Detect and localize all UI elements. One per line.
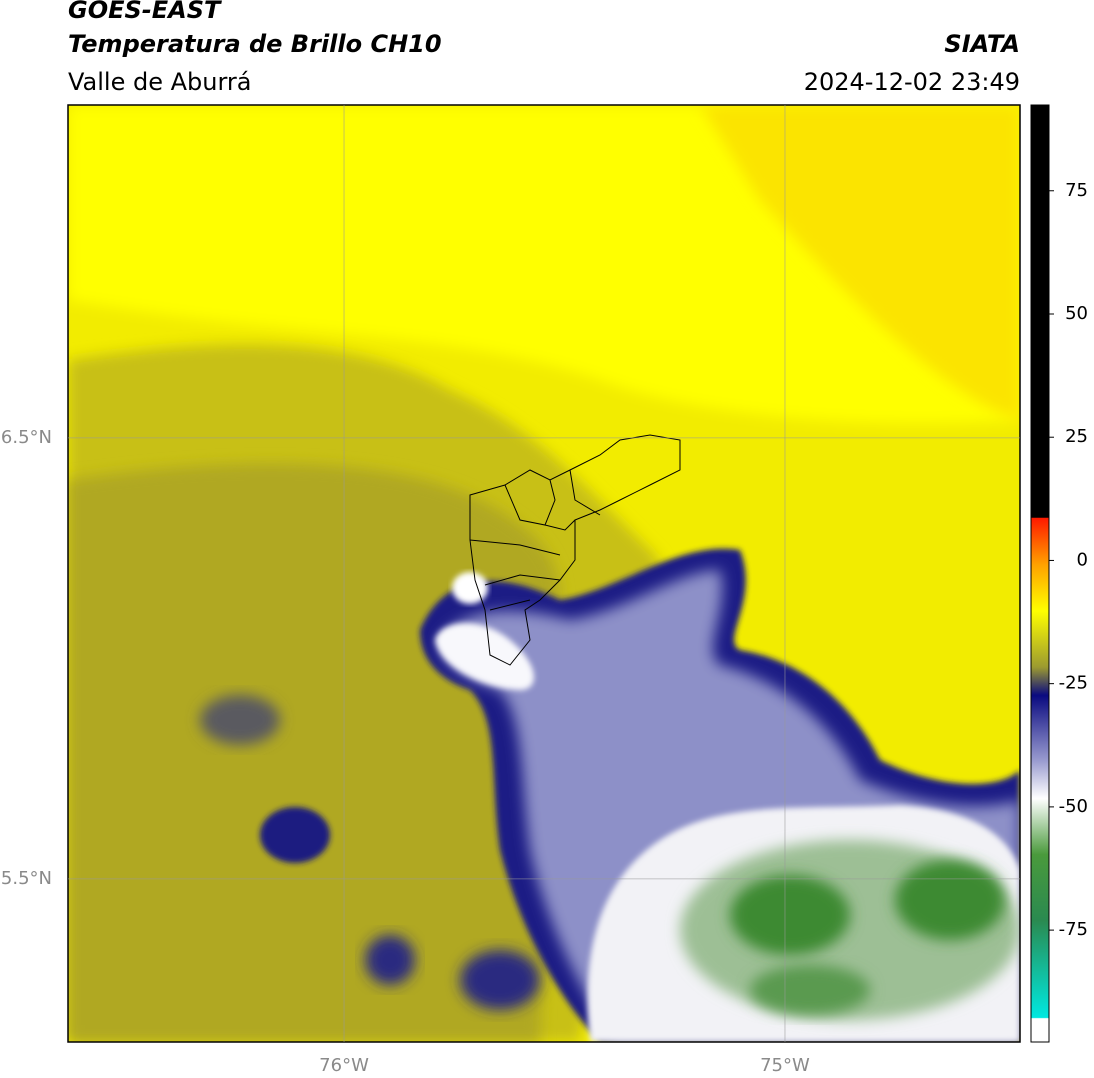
colorbar-tick-label: -50 (1059, 796, 1088, 817)
municipal-boundaries (469, 434, 681, 666)
colorbar-tick-label: 25 (1065, 426, 1088, 447)
colorbar-tick-label: -75 (1059, 919, 1088, 940)
satellite-title: GOES-EAST (68, 0, 221, 24)
colorbar-tick-label: -25 (1059, 673, 1088, 694)
colorbar (1030, 104, 1050, 1043)
datetime-label: 2024-12-02 23:49 (803, 68, 1020, 96)
x-tick-label: 75°W (760, 1055, 810, 1076)
agency-label: SIATA (944, 30, 1020, 58)
product-title: Temperatura de Brillo CH10 (68, 30, 442, 58)
y-tick-label: 6.5°N (1, 427, 52, 448)
colorbar-tick-label: 50 (1065, 303, 1088, 324)
map-frame (67, 104, 1021, 1043)
region-label: Valle de Aburrá (68, 68, 252, 96)
satellite-image (68, 105, 1020, 1042)
colorbar-tick-label: 0 (1077, 549, 1088, 570)
colorbar-tick-label: 75 (1065, 180, 1088, 201)
x-tick-label: 76°W (319, 1055, 369, 1076)
y-tick-label: 5.5°N (1, 868, 52, 889)
